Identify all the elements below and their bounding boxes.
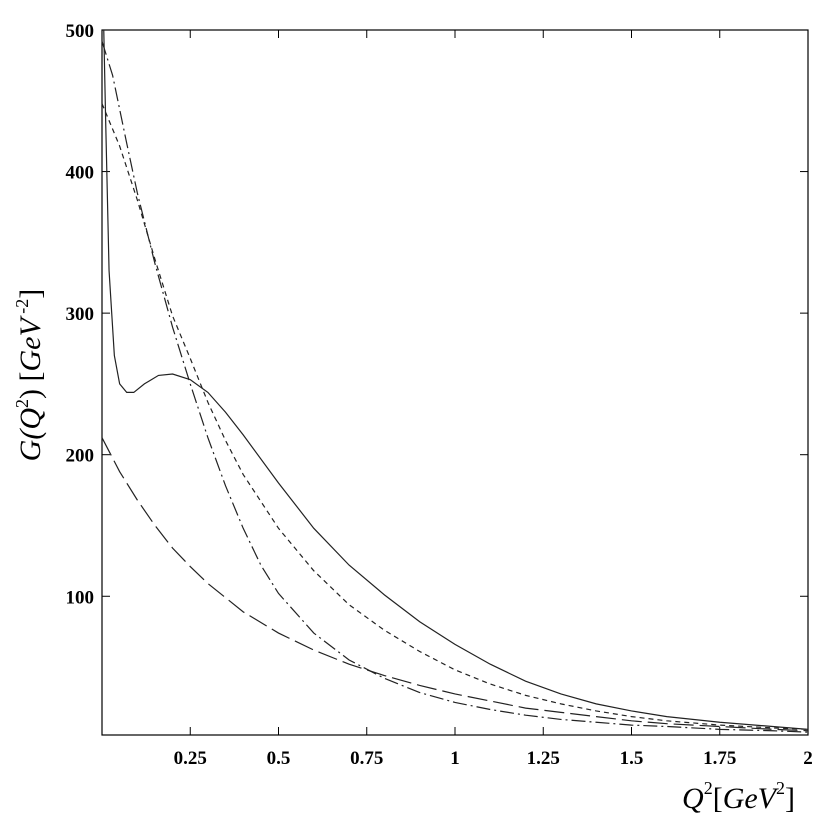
y-tick-label: 400 [66, 163, 95, 184]
y-tick-label: 500 [66, 21, 95, 42]
series-line-solid [103, 29, 809, 730]
y-tick-label: 100 [66, 587, 95, 608]
y-tick-label: 300 [66, 304, 95, 325]
x-axis-title: Q2[GeV2] [682, 778, 795, 815]
x-tick-label: 1.75 [703, 748, 736, 769]
x-tick-label: 2 [803, 748, 813, 769]
x-tick-label: 1 [450, 748, 460, 769]
x-tick-label: 1.25 [527, 748, 560, 769]
y-axis-title: G(Q2) [GeV -2] [12, 289, 47, 462]
series-line-dash-dot [101, 41, 809, 733]
series-line-short-dash [101, 103, 809, 730]
plot-frame [101, 29, 809, 736]
y-axis-ticks: 100 200 300 400 500 [66, 21, 808, 608]
x-tick-label: 0.25 [174, 748, 207, 769]
x-tick-label: 1.5 [620, 748, 644, 769]
x-tick-label: 0.75 [350, 748, 383, 769]
x-axis-ticks: 0.25 0.5 0.75 1 1.25 1.5 1.75 2 [174, 30, 813, 769]
series-line-long-dash [101, 437, 809, 732]
y-tick-label: 200 [66, 446, 95, 467]
series-group [101, 29, 809, 733]
x-tick-label: 0.5 [267, 748, 291, 769]
